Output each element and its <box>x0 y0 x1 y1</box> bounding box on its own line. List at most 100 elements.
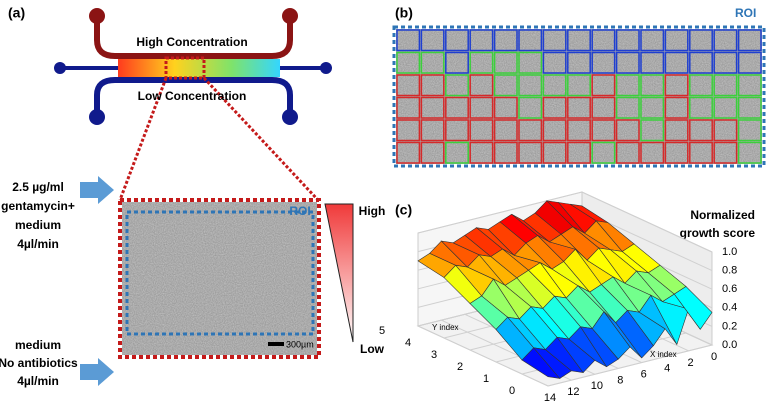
roi-cell <box>640 119 665 142</box>
roi-cell <box>615 96 640 119</box>
roi-cell <box>737 141 762 164</box>
y-tick-label: 2 <box>457 361 463 373</box>
gradient-label: Low <box>360 342 385 356</box>
channel-label: High Concentration <box>136 35 247 49</box>
roi-cell <box>396 74 421 97</box>
roi-cell <box>542 119 567 142</box>
roi-cell <box>469 51 494 74</box>
roi-cell <box>469 74 494 97</box>
roi-cell <box>689 96 713 119</box>
roi-label: ROI <box>735 6 756 20</box>
roi-cell <box>591 29 616 52</box>
roi-cell <box>664 51 689 74</box>
roi-cell <box>567 96 591 119</box>
x-axis-label: X index <box>650 350 677 359</box>
roi-cell <box>640 141 665 164</box>
roi-cell <box>396 96 421 119</box>
chip-schematic <box>54 8 332 202</box>
roi-cell <box>493 96 518 119</box>
roi-cell <box>664 96 689 119</box>
roi-cell <box>420 119 445 142</box>
z-tick-label: 0.4 <box>722 302 737 314</box>
roi-cell <box>469 141 494 164</box>
y-axis-label: Y index <box>432 323 459 332</box>
z-tick-label: 0.6 <box>722 283 737 295</box>
roi-cell <box>737 29 762 52</box>
roi-cell <box>542 96 567 119</box>
x-tick-label: 8 <box>617 374 623 386</box>
roi-cell <box>469 96 494 119</box>
roi-cell <box>493 74 518 97</box>
roi-cell <box>493 29 518 52</box>
roi-cell <box>664 119 689 142</box>
roi-cell <box>445 119 469 142</box>
inlet-text: 4µl/min <box>17 237 59 251</box>
x-tick-label: 14 <box>544 392 556 404</box>
roi-cell <box>396 29 421 52</box>
roi-cell <box>615 141 640 164</box>
y-tick-label: 0 <box>509 385 515 397</box>
x-tick-label: 12 <box>567 386 579 398</box>
roi-cell <box>420 96 445 119</box>
roi-cell <box>640 74 665 97</box>
roi-cell <box>542 51 567 74</box>
roi-cell <box>396 119 421 142</box>
roi-cell <box>493 141 518 164</box>
roi-cell <box>518 29 543 52</box>
gradient-wedge <box>324 203 354 343</box>
roi-cell <box>518 51 543 74</box>
x-tick-label: 6 <box>641 368 647 380</box>
roi-cell <box>542 74 567 97</box>
roi-cell <box>615 51 640 74</box>
roi-cell <box>396 141 421 164</box>
roi-cell <box>567 74 591 97</box>
gradient-label: High <box>359 204 386 218</box>
roi-cell <box>420 141 445 164</box>
inlet-text: 4µl/min <box>17 374 59 388</box>
y-tick-label: 5 <box>379 325 385 337</box>
y-tick-label: 3 <box>431 349 437 361</box>
chart-title: growth score <box>680 226 756 240</box>
grid-line <box>417 191 713 253</box>
inlet-text: gentamycin+ <box>1 199 75 213</box>
roi-cell <box>713 96 738 119</box>
x-tick-label: 0 <box>711 351 717 363</box>
roi-cell <box>591 51 616 74</box>
panel-label: (b) <box>395 5 413 21</box>
roi-cell <box>713 29 738 52</box>
roi-cell <box>664 74 689 97</box>
roi-cell <box>689 51 713 74</box>
grid-line <box>417 325 549 387</box>
roi-cell <box>445 74 469 97</box>
roi-cell <box>542 141 567 164</box>
inlet-text: medium <box>15 218 61 232</box>
x-tick-label: 2 <box>688 357 694 369</box>
roi-cell <box>737 96 762 119</box>
z-tick-label: 0.0 <box>722 339 737 351</box>
roi-cell <box>591 119 616 142</box>
roi-cell <box>445 141 469 164</box>
surface-patch <box>673 286 713 330</box>
x-tick-label: 10 <box>591 380 603 392</box>
roi-cell <box>542 29 567 52</box>
roi-cell <box>420 51 445 74</box>
y-tick-label: 1 <box>483 373 489 385</box>
roi-cell <box>615 119 640 142</box>
panel-label: (a) <box>8 5 25 21</box>
roi-cell <box>689 74 713 97</box>
roi-cell <box>518 74 543 97</box>
roi-cell <box>567 29 591 52</box>
roi-cell <box>664 29 689 52</box>
roi-cell <box>445 96 469 119</box>
inlet-text: medium <box>15 338 61 352</box>
z-tick-label: 1.0 <box>722 246 737 258</box>
x-tick-label: 4 <box>664 363 670 375</box>
roi-cell <box>713 141 738 164</box>
panel-label: (c) <box>395 202 412 218</box>
roi-cell <box>518 141 543 164</box>
roi-cell <box>689 29 713 52</box>
roi-cell <box>493 51 518 74</box>
roi-cell <box>713 51 738 74</box>
grid-line <box>547 344 713 387</box>
